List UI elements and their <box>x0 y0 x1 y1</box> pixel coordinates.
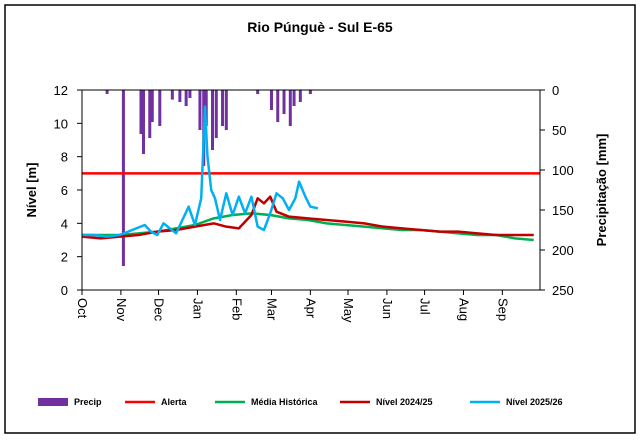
y-axis-label: Nível [m] <box>24 163 39 218</box>
legend-label: Precip <box>74 397 102 407</box>
precip-bar <box>298 90 302 102</box>
precip-bar <box>170 90 174 100</box>
x-tick-label: Oct <box>75 298 90 319</box>
precip-bar <box>288 90 292 126</box>
precip-bar <box>269 90 273 110</box>
y2-tick-label: 150 <box>552 203 574 218</box>
y2-tick-label: 0 <box>552 83 559 98</box>
precip-bar <box>141 90 145 154</box>
x-tick-label: Sep <box>495 298 510 321</box>
legend-label: Nível 2024/25 <box>376 397 433 407</box>
legend-label: Média Histórica <box>251 397 319 407</box>
x-tick-label: Aug <box>456 298 471 321</box>
x-tick-label: Jan <box>190 298 205 319</box>
precip-bar <box>282 90 286 114</box>
precip-bar <box>221 90 225 126</box>
precip-bar <box>184 90 188 106</box>
series-line <box>81 195 534 240</box>
chart-title: Rio Púnguè - Sul E-65 <box>247 19 393 35</box>
precip-bar <box>105 90 109 94</box>
x-tick-label: Dec <box>152 298 167 322</box>
precip-bar <box>158 90 162 126</box>
x-tick-label: May <box>341 298 356 323</box>
precip-bar <box>198 90 202 130</box>
x-tick-label: Apr <box>303 298 318 319</box>
precip-bar <box>178 90 182 102</box>
x-tick-label: Mar <box>264 298 279 321</box>
precip-bar <box>210 90 214 150</box>
precip-bar <box>276 90 280 122</box>
y2-axis-label: Precipitação [mm] <box>594 134 609 247</box>
x-tick-label: Jun <box>380 298 395 319</box>
y-tick-label: 8 <box>61 150 68 165</box>
precip-bar <box>139 90 143 134</box>
precip-bar <box>256 90 260 94</box>
x-tick-label: Nov <box>114 298 129 322</box>
legend-label: Alerta <box>161 397 188 407</box>
y2-tick-label: 50 <box>552 123 566 138</box>
y2-tick-label: 100 <box>552 163 574 178</box>
series-line <box>82 105 319 238</box>
precip-bar <box>308 90 312 94</box>
precip-bar <box>121 90 125 266</box>
y-tick-label: 0 <box>61 283 68 298</box>
precip-bar <box>188 90 192 98</box>
x-tick-label: Jul <box>418 298 433 315</box>
precip-bar <box>224 90 228 130</box>
precip-bar <box>214 90 218 138</box>
legend-swatch <box>38 398 68 406</box>
precip-bar <box>292 90 296 106</box>
y2-tick-label: 200 <box>552 243 574 258</box>
y2-tick-label: 250 <box>552 283 574 298</box>
y-tick-label: 10 <box>54 116 68 131</box>
x-tick-label: Feb <box>229 298 244 320</box>
y-tick-label: 12 <box>54 83 68 98</box>
y-tick-label: 2 <box>61 250 68 265</box>
y-tick-label: 4 <box>61 216 68 231</box>
legend-label: Nível 2025/26 <box>506 397 563 407</box>
precip-bar <box>148 90 152 138</box>
precip-bar <box>150 90 154 122</box>
y-tick-label: 6 <box>61 183 68 198</box>
